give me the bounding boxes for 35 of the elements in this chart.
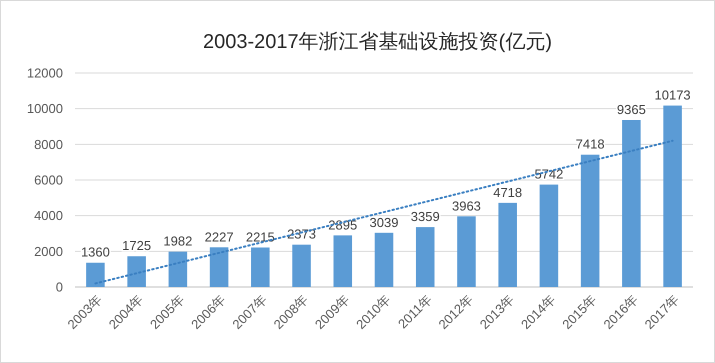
bar	[168, 252, 188, 287]
data-label: 1360	[80, 244, 110, 260]
y-tick-label: 8000	[34, 136, 63, 152]
bar	[663, 106, 682, 287]
bar	[457, 216, 476, 287]
y-tick-label: 10000	[26, 101, 63, 116]
data-label: 9365	[616, 102, 646, 117]
bar	[498, 202, 517, 287]
bar	[210, 247, 228, 287]
y-tick-label: 12000	[26, 66, 63, 81]
y-tick-label: 2000	[34, 244, 63, 259]
data-label: 2227	[204, 229, 234, 244]
bar	[622, 120, 641, 287]
bar	[251, 248, 270, 287]
data-label: 2215	[246, 230, 275, 244]
data-label: 1725	[122, 238, 152, 254]
data-label: 3359	[410, 209, 440, 224]
bar	[86, 262, 105, 287]
chart-title: 2003-2017年浙江省基础设施投资(亿元)	[203, 31, 552, 53]
data-label: 7418	[576, 136, 605, 152]
bar	[127, 256, 146, 287]
bar	[292, 244, 311, 287]
data-label: 1982	[163, 234, 192, 249]
bar	[333, 235, 352, 287]
y-tick-label: 4000	[34, 208, 63, 224]
bar	[374, 232, 394, 287]
bar	[540, 184, 558, 287]
data-label: 3963	[452, 198, 481, 214]
data-label: 10173	[654, 88, 691, 103]
y-tick-label: 0	[56, 280, 63, 295]
y-tick-label: 6000	[34, 172, 63, 188]
bar	[416, 227, 435, 287]
bar	[580, 154, 600, 287]
data-label: 4718	[493, 184, 522, 200]
data-label: 3039	[370, 214, 398, 230]
